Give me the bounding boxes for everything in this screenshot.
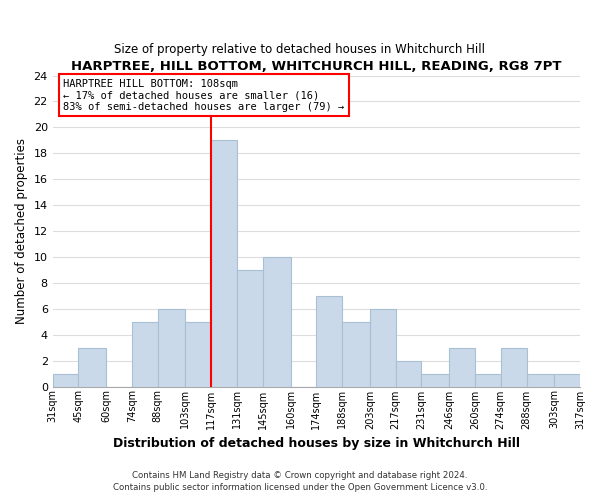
Bar: [395, 360, 421, 386]
Bar: [53, 374, 79, 386]
Bar: [527, 374, 554, 386]
Bar: [370, 309, 395, 386]
Title: HARPTREE, HILL BOTTOM, WHITCHURCH HILL, READING, RG8 7PT: HARPTREE, HILL BOTTOM, WHITCHURCH HILL, …: [71, 60, 562, 73]
Bar: [554, 374, 580, 386]
Bar: [421, 374, 449, 386]
Bar: [501, 348, 527, 387]
Text: Contains HM Land Registry data © Crown copyright and database right 2024.
Contai: Contains HM Land Registry data © Crown c…: [113, 471, 487, 492]
Bar: [475, 374, 501, 386]
Bar: [263, 257, 290, 386]
Bar: [132, 322, 158, 386]
Bar: [449, 348, 475, 387]
Y-axis label: Number of detached properties: Number of detached properties: [15, 138, 28, 324]
Bar: [211, 140, 237, 386]
X-axis label: Distribution of detached houses by size in Whitchurch Hill: Distribution of detached houses by size …: [113, 437, 520, 450]
Text: HARPTREE HILL BOTTOM: 108sqm
← 17% of detached houses are smaller (16)
83% of se: HARPTREE HILL BOTTOM: 108sqm ← 17% of de…: [63, 78, 344, 112]
Text: Size of property relative to detached houses in Whitchurch Hill: Size of property relative to detached ho…: [115, 42, 485, 56]
Bar: [185, 322, 211, 386]
Bar: [79, 348, 106, 387]
Bar: [237, 270, 263, 386]
Bar: [316, 296, 342, 386]
Bar: [342, 322, 370, 386]
Bar: [158, 309, 185, 386]
